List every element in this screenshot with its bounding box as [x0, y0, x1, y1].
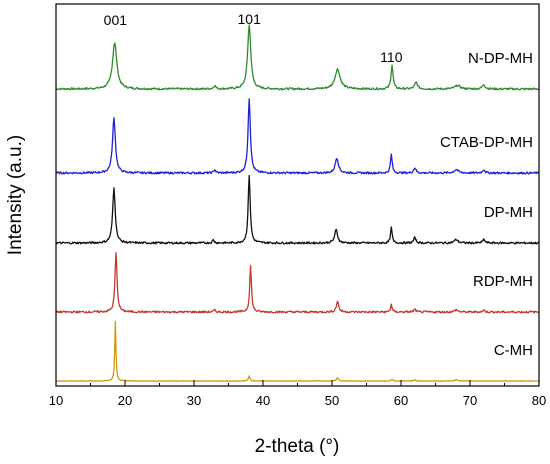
peak-label-001: 001 — [104, 12, 128, 28]
y-axis-title: Intensity (a.u.) — [5, 135, 26, 255]
series-line-n-dp-mh — [55, 24, 540, 91]
x-tick-label-60: 60 — [394, 393, 408, 408]
x-tick-label-40: 40 — [256, 393, 270, 408]
x-axis-title: 2-theta (°) — [255, 436, 340, 457]
peak-label-101: 101 — [238, 11, 262, 27]
series-label-rdp-mh: RDP-MH — [473, 273, 533, 290]
tick-layer: 10 20 30 40 50 60 70 80 — [49, 380, 546, 408]
label-layer: N-DP-MH CTAB-DP-MH DP-MH RDP-MH C-MH 001 101 11… — [104, 11, 533, 359]
x-tick-label-80: 80 — [532, 393, 546, 408]
x-tick-label-20: 20 — [118, 393, 132, 408]
series-label-n-dp-mh: N-DP-MH — [468, 50, 533, 67]
series-layer — [55, 24, 540, 382]
series-label-c-mh: C-MH — [494, 342, 533, 359]
series-label-ctab-dp-mh: CTAB-DP-MH — [440, 134, 533, 151]
series-label-dp-mh: DP-MH — [484, 204, 533, 221]
series-line-rdp-mh — [55, 252, 540, 314]
x-tick-label-70: 70 — [463, 393, 477, 408]
series-line-c-mh — [55, 320, 540, 382]
plot-frame — [55, 3, 540, 387]
series-line-dp-mh — [55, 174, 540, 245]
x-tick-label-30: 30 — [187, 393, 201, 408]
peak-label-110: 110 — [380, 49, 403, 65]
x-tick-label-10: 10 — [49, 393, 63, 408]
series-line-ctab-dp-mh — [55, 98, 540, 175]
x-tick-label-50: 50 — [325, 393, 339, 408]
